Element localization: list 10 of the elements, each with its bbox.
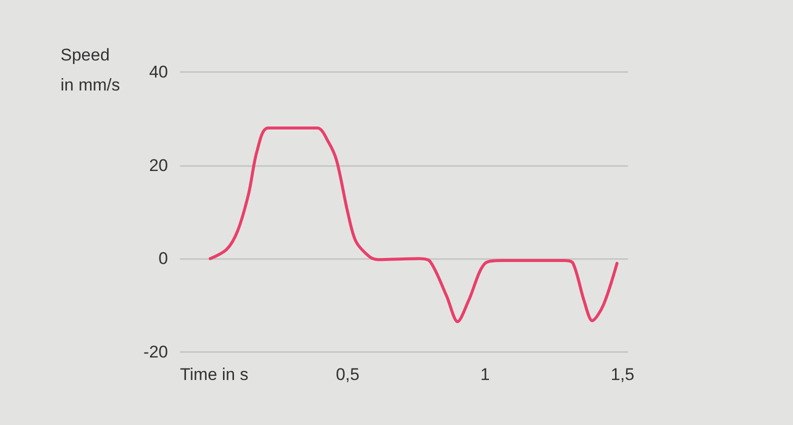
x-tick-label: 0,5 [336,365,360,384]
y-tick-label: 0 [158,249,168,268]
x-tick-label: 1 [480,365,490,384]
x-tick-label: 1,5 [610,365,634,384]
line-series [208,126,619,324]
y-tick-label: -20 [143,342,168,362]
y-tick-label: 20 [149,156,168,175]
x-axis-title: Time in s [180,365,248,384]
y-axis-title: Speed in mm/s [60,46,120,94]
y-tick-label: 40 [149,62,168,82]
